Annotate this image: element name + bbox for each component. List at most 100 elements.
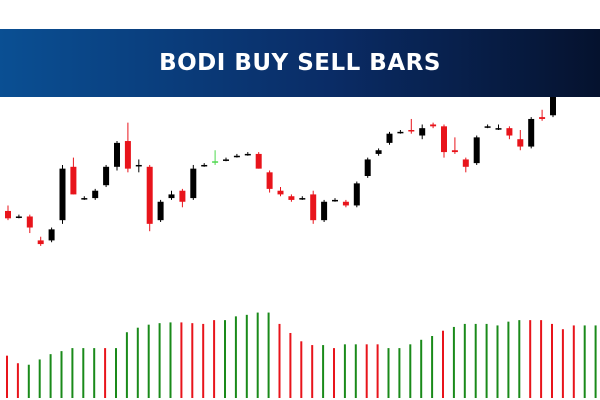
candle [59, 164, 66, 224]
histogram-bar [27, 364, 30, 398]
candle-body [15, 216, 22, 218]
histogram-bar [180, 322, 183, 398]
candle-body [332, 199, 338, 202]
histogram-bar [311, 345, 314, 398]
candle-body [70, 166, 77, 195]
candle [321, 199, 328, 222]
histogram-bar [343, 344, 346, 398]
histogram-bar [278, 323, 281, 398]
candle-body [255, 153, 262, 169]
candle-body [517, 139, 524, 147]
candle-body [168, 194, 175, 199]
candle [375, 148, 382, 156]
candle [342, 199, 349, 208]
histogram-bar [322, 345, 325, 398]
histogram-bar [572, 325, 575, 398]
candle [5, 205, 11, 221]
histogram-bar [71, 348, 74, 398]
histogram-bar [431, 336, 434, 398]
histogram-bar [267, 312, 270, 398]
candle [539, 109, 546, 121]
histogram-bar [256, 312, 259, 398]
histogram-bar [191, 323, 194, 398]
histogram-bar [16, 363, 19, 398]
histogram-bar [442, 330, 444, 398]
histogram-bar [583, 325, 586, 398]
candle [430, 122, 437, 129]
candle-body [37, 240, 44, 245]
histogram-bar [115, 348, 117, 398]
histogram-bar [594, 325, 597, 398]
candle [266, 170, 273, 193]
candle-body [146, 166, 153, 224]
histogram-bar [540, 320, 543, 398]
candle [495, 124, 502, 130]
histogram-bar [224, 320, 226, 398]
candle [190, 164, 197, 200]
candle-body [451, 150, 458, 153]
histogram-bar [147, 324, 150, 398]
candle-body [233, 155, 240, 158]
histogram-bar [169, 322, 172, 398]
candle [441, 124, 447, 158]
candle [15, 214, 22, 219]
histogram-bar [82, 348, 85, 398]
page-title: BODI BUY SELL BARS [159, 50, 441, 76]
histogram-bar [474, 323, 477, 398]
histogram-bar [387, 348, 390, 398]
candle [353, 181, 360, 208]
candle [408, 118, 415, 134]
candle [26, 214, 33, 234]
candle [201, 163, 208, 167]
candle-body [59, 168, 66, 221]
candle [517, 130, 524, 151]
histogram-bar [463, 323, 466, 398]
histogram-bar [354, 344, 357, 398]
candle-body [528, 118, 535, 147]
candle-body [495, 128, 502, 130]
candle-body [124, 141, 131, 169]
histogram-bar [551, 323, 553, 398]
candle [37, 236, 44, 246]
candle-body [190, 168, 197, 199]
buy-sell-histogram [6, 312, 597, 398]
candle-body [26, 216, 33, 228]
candle [484, 124, 491, 129]
candle-body [244, 153, 251, 156]
candle [473, 135, 480, 165]
candle-body [103, 166, 110, 186]
histogram-bar [420, 339, 423, 398]
candle [451, 137, 458, 154]
candle [146, 164, 153, 232]
histogram-bar [158, 323, 161, 398]
candle [397, 130, 404, 134]
candle-body [342, 201, 349, 206]
candle-body [310, 194, 317, 221]
candle-body [114, 142, 120, 167]
histogram-bar [376, 344, 379, 398]
histogram-bar [300, 341, 303, 398]
candle [528, 117, 535, 149]
candle [124, 122, 131, 173]
candle-body [266, 172, 273, 189]
histogram-bar [49, 354, 52, 398]
histogram-bar [245, 314, 248, 398]
histogram-bar [485, 323, 488, 398]
candle-body [430, 124, 437, 127]
candle [462, 157, 469, 173]
histogram-bar [398, 348, 401, 398]
histogram-bar [518, 320, 521, 398]
candle-body [397, 131, 404, 134]
histogram-bar [38, 359, 41, 398]
candle-body [5, 210, 11, 219]
histogram-bar [561, 329, 564, 398]
candle-body [408, 130, 415, 132]
candle [135, 159, 142, 173]
candle-body [353, 183, 360, 206]
candle [332, 198, 338, 202]
candle-body [462, 159, 469, 167]
candle-body [179, 190, 186, 202]
candle-body [157, 201, 164, 221]
candle [92, 188, 99, 200]
histogram-bar [529, 320, 532, 398]
